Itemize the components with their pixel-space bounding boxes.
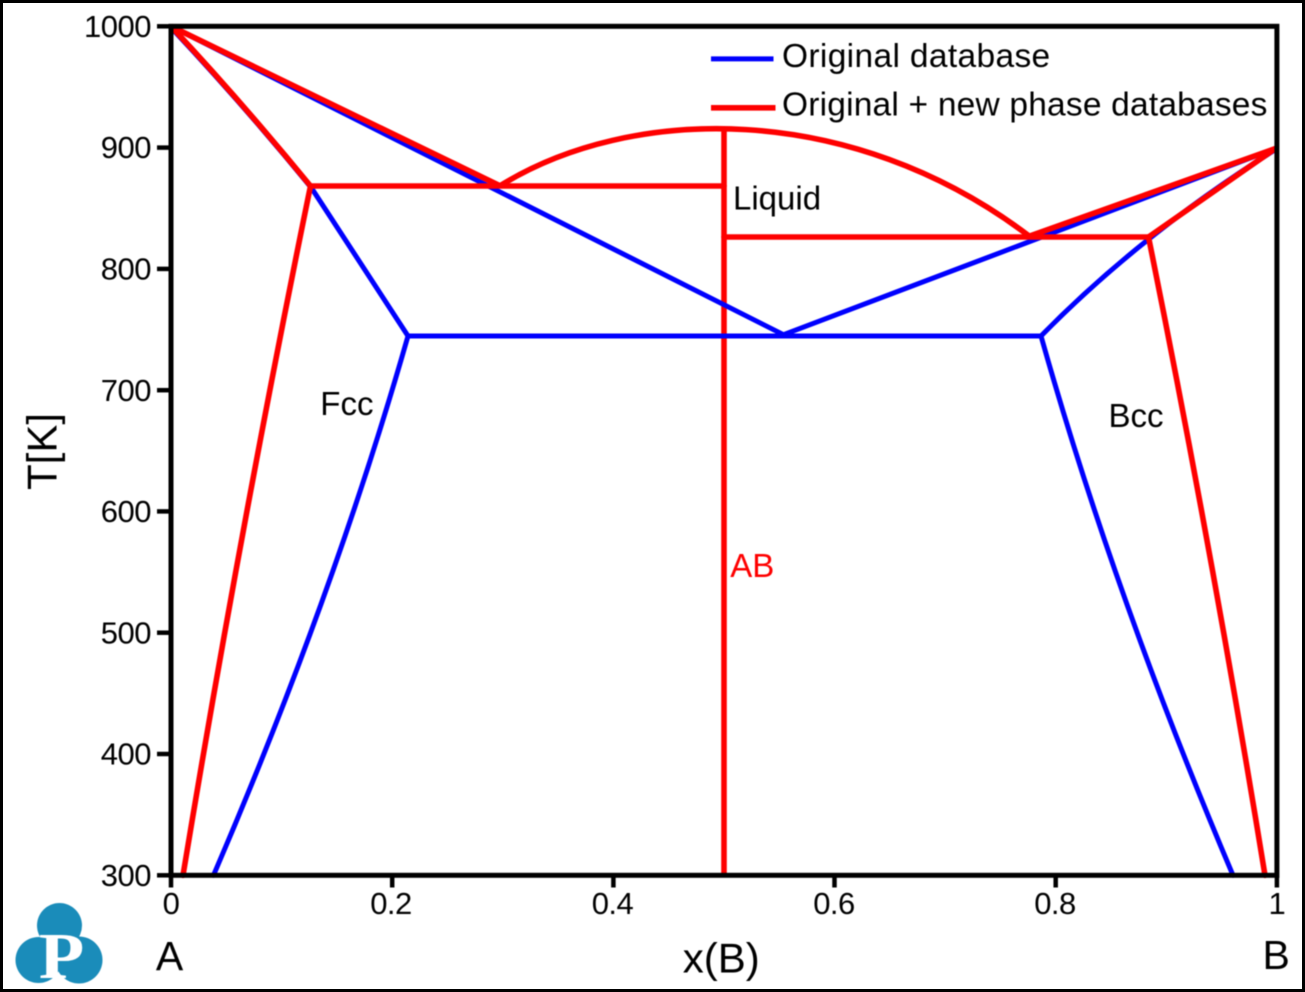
svg-text:0.8: 0.8 (1034, 886, 1076, 921)
svg-text:P: P (39, 920, 85, 989)
svg-text:T[K]: T[K] (19, 413, 66, 490)
svg-text:1: 1 (1269, 886, 1286, 921)
svg-text:0.4: 0.4 (592, 886, 634, 921)
svg-text:Fcc: Fcc (320, 385, 373, 422)
svg-text:300: 300 (101, 858, 151, 893)
svg-text:Liquid: Liquid (733, 180, 821, 217)
svg-text:AB: AB (730, 547, 774, 584)
svg-text:600: 600 (101, 494, 151, 529)
svg-text:900: 900 (101, 130, 151, 165)
svg-text:700: 700 (101, 373, 151, 408)
svg-text:B: B (1263, 932, 1290, 978)
svg-text:0.6: 0.6 (813, 886, 855, 921)
svg-text:A: A (156, 933, 184, 979)
svg-text:Original + new phase databases: Original + new phase databases (782, 87, 1268, 124)
svg-text:Original database: Original database (782, 38, 1051, 75)
svg-text:Bcc: Bcc (1109, 397, 1164, 434)
svg-text:0: 0 (163, 886, 180, 921)
svg-text:1000: 1000 (84, 9, 151, 44)
svg-text:0.2: 0.2 (370, 886, 412, 921)
svg-text:x(B): x(B) (683, 934, 760, 981)
svg-text:800: 800 (101, 252, 151, 287)
svg-text:400: 400 (101, 737, 151, 772)
svg-text:500: 500 (101, 615, 151, 650)
